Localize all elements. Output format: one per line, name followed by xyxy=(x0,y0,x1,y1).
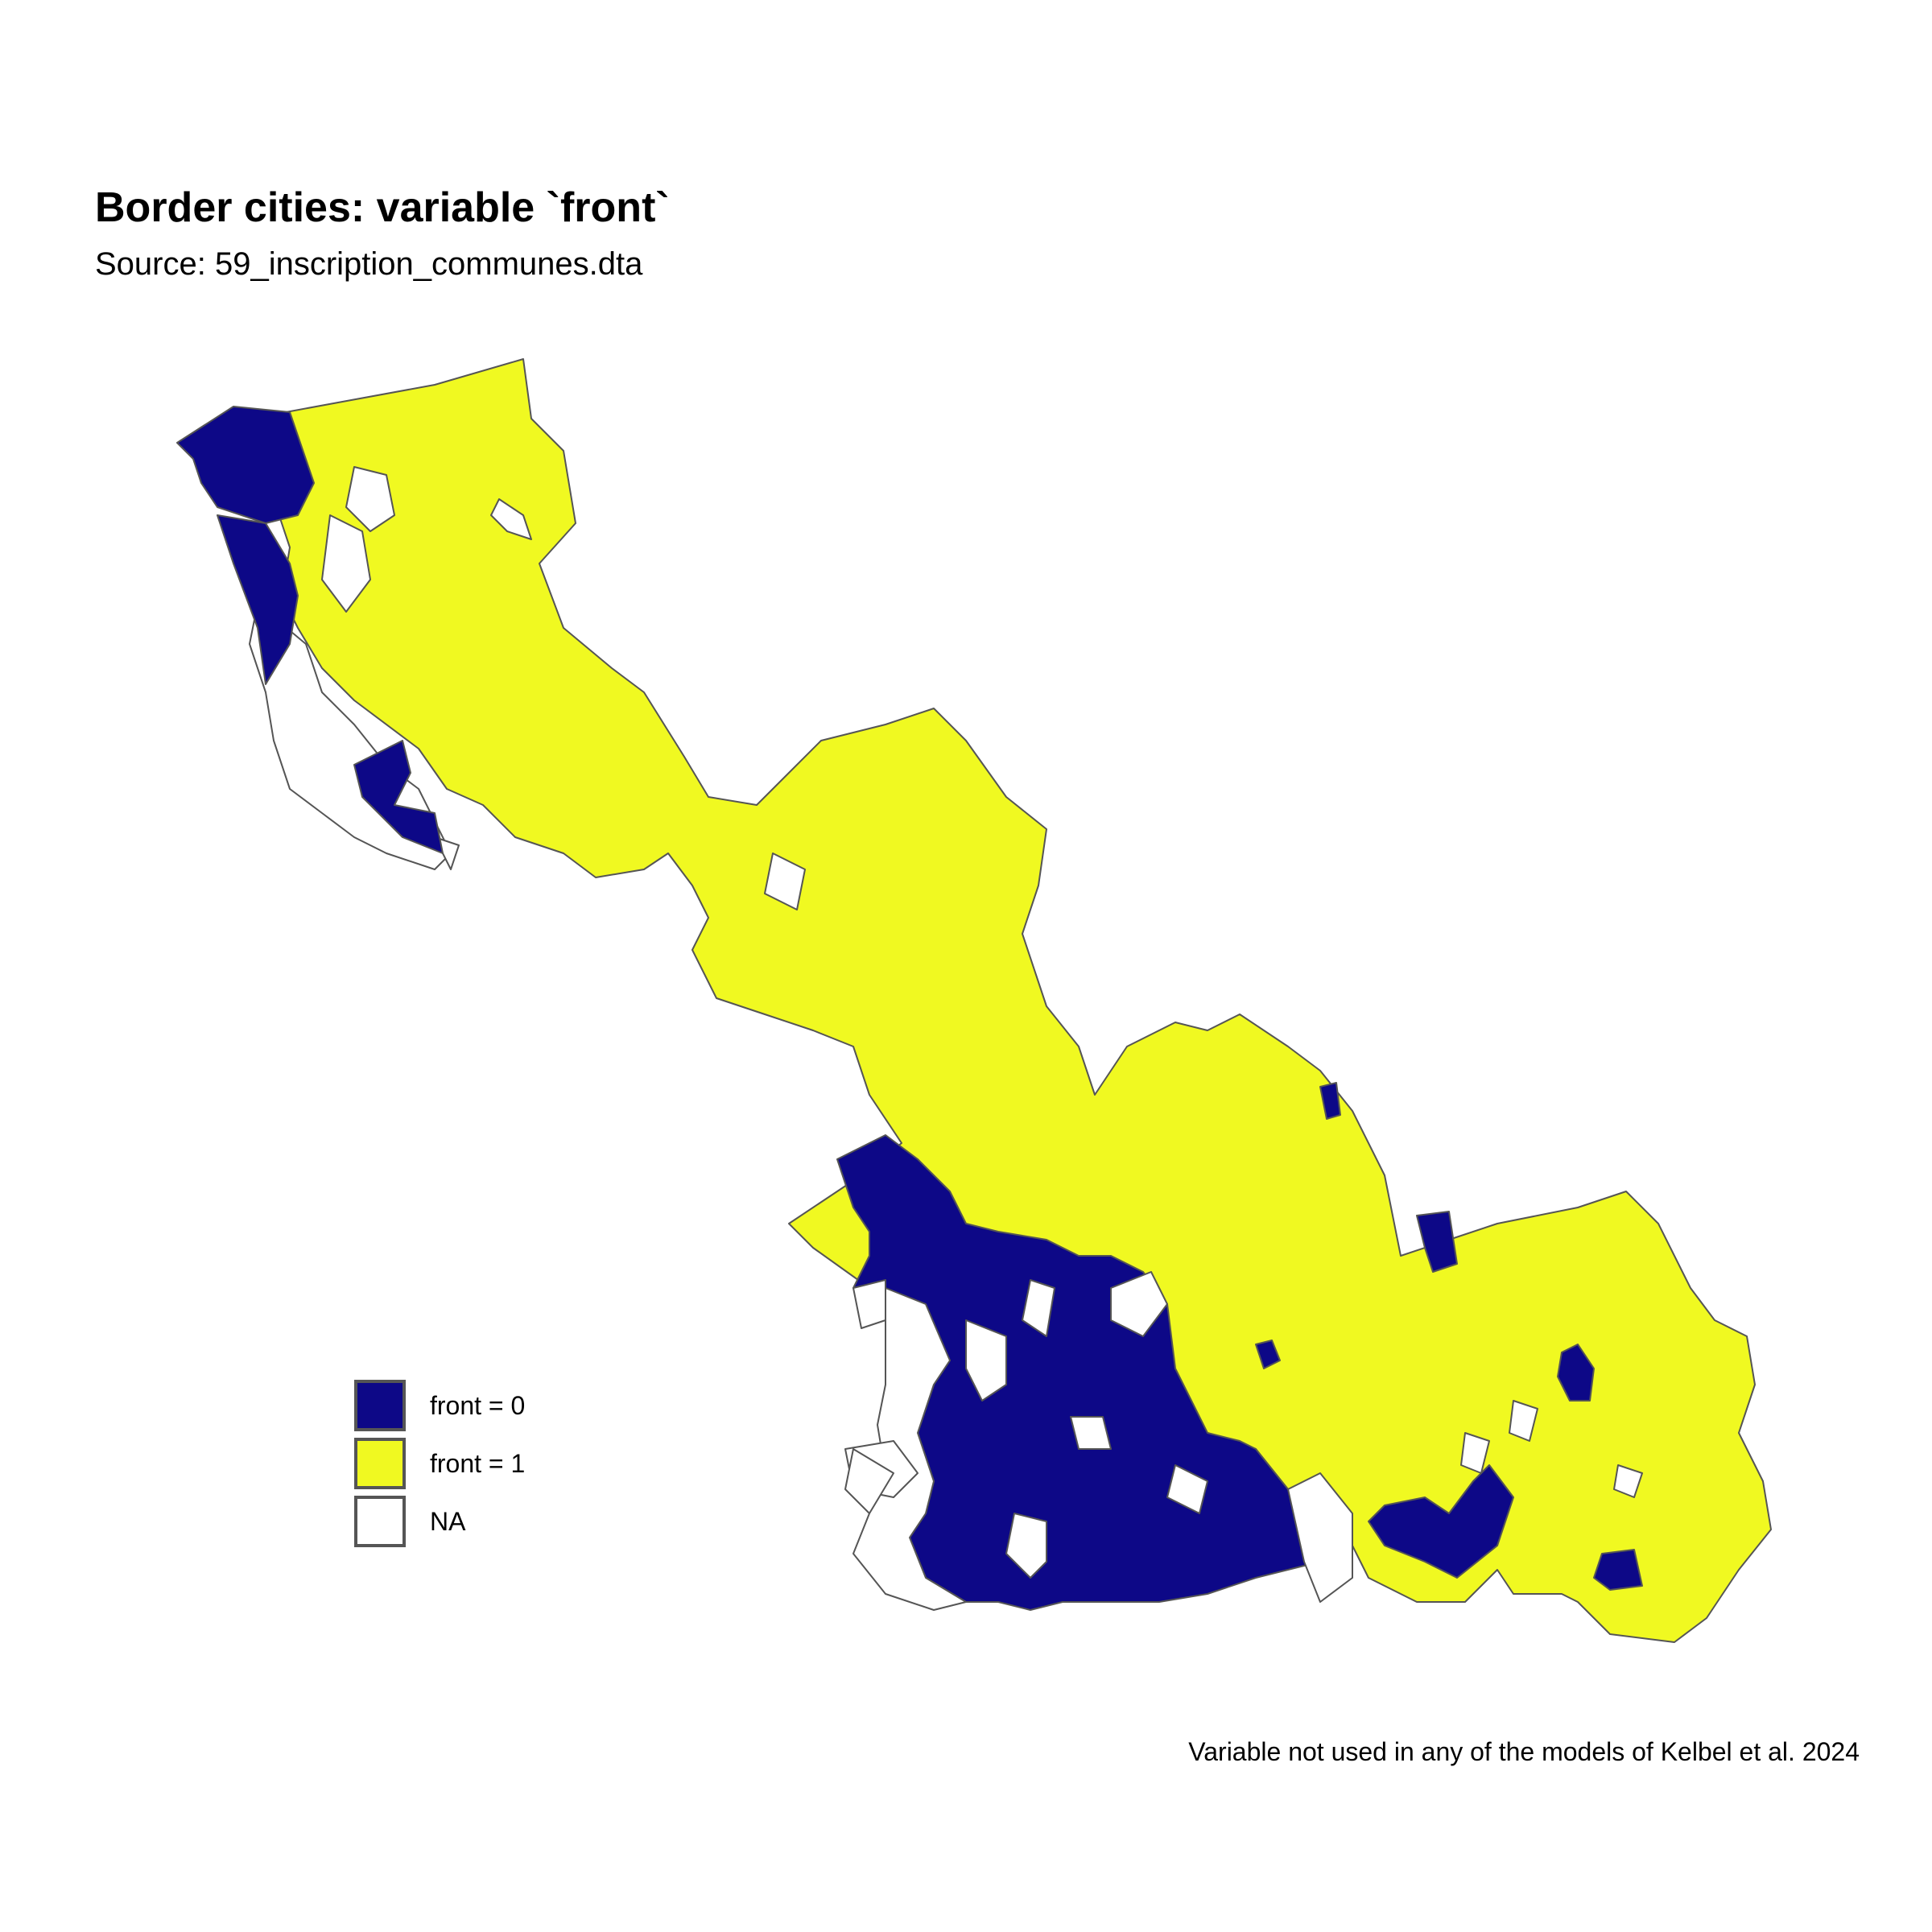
legend-item-front-0: front = 0 xyxy=(354,1377,525,1435)
region-na xyxy=(764,852,806,910)
region-na xyxy=(1613,1464,1643,1498)
legend-label: front = 0 xyxy=(430,1390,526,1420)
map-legend: front = 0 front = 1 NA xyxy=(354,1377,525,1550)
region-na xyxy=(1005,1513,1047,1579)
region-na xyxy=(1166,1464,1208,1514)
legend-item-front-1: front = 1 xyxy=(354,1435,525,1492)
legend-label: front = 1 xyxy=(430,1448,526,1478)
legend-swatch-front-1 xyxy=(354,1438,406,1489)
region-front-0 xyxy=(217,514,299,685)
region-front-1-north xyxy=(249,358,1772,1643)
region-na xyxy=(1509,1400,1538,1442)
legend-item-na: NA xyxy=(354,1492,525,1550)
region-na xyxy=(345,466,395,532)
region-na xyxy=(1287,1472,1353,1603)
region-front-0 xyxy=(1557,1344,1595,1402)
region-na xyxy=(321,514,371,613)
legend-swatch-front-0 xyxy=(354,1380,406,1431)
region-na xyxy=(1460,1432,1490,1474)
region-na xyxy=(852,1279,886,1329)
region-front-0 xyxy=(1319,1082,1341,1120)
region-front-0 xyxy=(1416,1211,1458,1273)
region-na xyxy=(1110,1271,1168,1337)
legend-label: NA xyxy=(430,1506,466,1536)
region-front-0 xyxy=(1255,1340,1281,1369)
map-subtitle: Source: 59_inscription_communes.dta xyxy=(95,246,643,282)
region-na xyxy=(490,498,532,540)
region-na xyxy=(965,1319,1007,1402)
region-front-0 xyxy=(176,406,315,524)
map-title: Border cities: variable `front` xyxy=(95,184,670,231)
legend-swatch-na xyxy=(354,1496,406,1547)
region-front-0 xyxy=(1368,1464,1514,1579)
region-na xyxy=(249,603,452,870)
region-na xyxy=(844,1448,894,1514)
region-front-0 xyxy=(353,740,444,854)
map-caption: Variable not used in any of the models o… xyxy=(1188,1737,1860,1766)
region-na xyxy=(1070,1416,1112,1450)
region-na xyxy=(1022,1279,1055,1337)
region-front-0 xyxy=(1593,1549,1643,1591)
